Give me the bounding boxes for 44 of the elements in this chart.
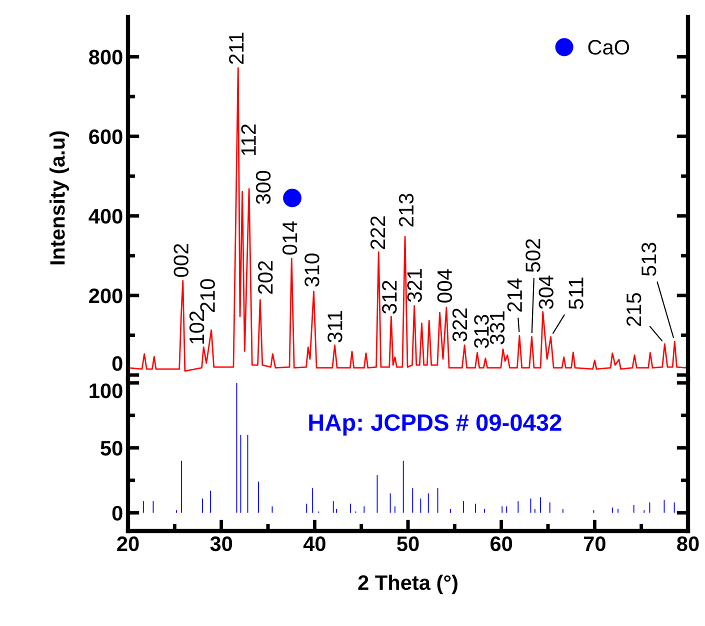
x-tick-label: 40 — [303, 536, 326, 552]
annotation: 300 — [256, 170, 271, 204]
annotation: 211 — [228, 32, 244, 64]
x-tick-label: 30 — [210, 536, 232, 552]
annotation: 102 — [189, 311, 204, 344]
annotation: 214 — [507, 278, 522, 312]
y-tick-label: 200 — [89, 288, 122, 304]
y-tick-label: 100 — [90, 383, 122, 398]
annotation: 311 — [328, 310, 342, 342]
annotation: 002 — [174, 244, 188, 277]
annotation: 215 — [626, 293, 642, 326]
annotation: 202 — [258, 261, 273, 294]
annotation: 511 — [568, 278, 584, 309]
annotation: 513 — [641, 242, 656, 276]
annotation: 213 — [398, 194, 414, 227]
annotation: 313 — [474, 314, 489, 348]
y-tick-label: 50 — [100, 440, 122, 456]
annotation: 014 — [282, 221, 298, 255]
line-series — [128, 67, 688, 372]
x-tick-label: 80 — [677, 536, 699, 552]
y-axis-title: Intensity (a.u) — [50, 131, 69, 264]
y-tick-label: 0 — [112, 506, 122, 521]
annotation: 304 — [538, 276, 554, 309]
annotation: 321 — [407, 269, 422, 302]
annotation: 310 — [304, 254, 320, 287]
text: HAp: JCPDS # 09-0432 — [309, 414, 562, 436]
annotation: 004 — [437, 269, 452, 303]
annotation: 210 — [200, 279, 215, 312]
x-axis-title: 2 Theta (°) — [358, 574, 458, 594]
annotation: 322 — [452, 308, 468, 342]
x-tick-label: 70 — [584, 536, 606, 552]
annotation: 502 — [526, 239, 540, 272]
annotation: 312 — [382, 280, 397, 314]
annotation: 331 — [490, 311, 505, 344]
annotation: 222 — [370, 216, 385, 250]
y-tick-label: 800 — [89, 50, 122, 65]
annotation: 112 — [241, 124, 256, 156]
legend-label: CaO — [588, 40, 630, 55]
x-tick-label: 60 — [490, 536, 512, 552]
x-tick-label: 50 — [397, 536, 419, 552]
y-tick-label: 600 — [89, 129, 122, 144]
y-tick-label: 400 — [88, 208, 122, 224]
y-tick-label: 0 — [112, 356, 122, 371]
x-tick-label: 20 — [117, 536, 139, 552]
